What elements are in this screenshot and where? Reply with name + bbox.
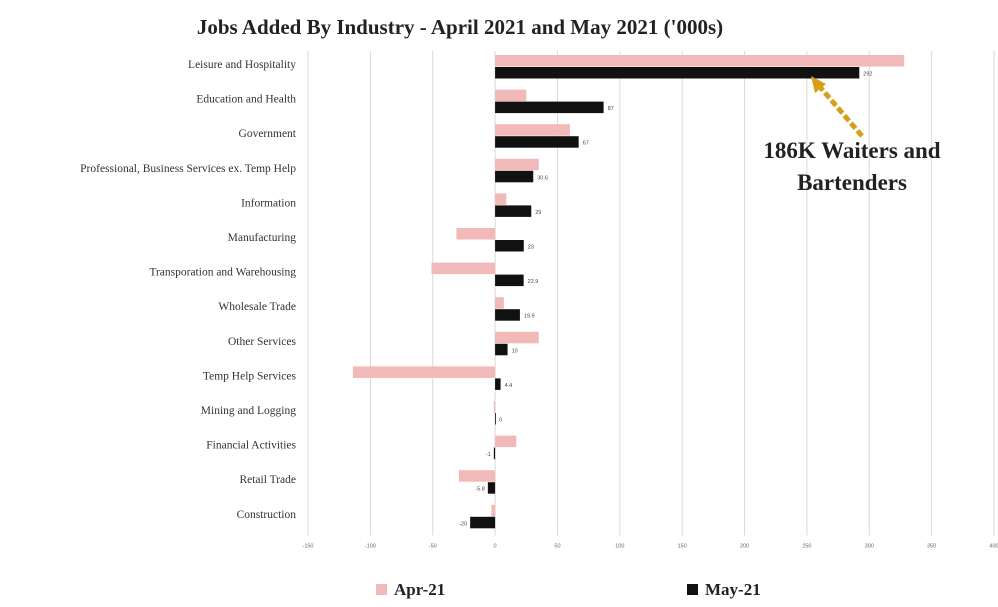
bar-apr-21 bbox=[495, 193, 507, 205]
category-label: Information bbox=[241, 197, 296, 209]
bar-apr-21 bbox=[352, 366, 496, 378]
data-label: 30.6 bbox=[537, 175, 548, 181]
x-tick-label: 100 bbox=[615, 543, 624, 549]
legend: Apr-21 May-21 bbox=[376, 580, 761, 599]
x-tick-label: 200 bbox=[740, 543, 749, 549]
legend-label-apr: Apr-21 bbox=[394, 580, 445, 599]
category-label: Other Services bbox=[228, 336, 297, 348]
bar-may-21 bbox=[487, 482, 496, 494]
bar-may-21 bbox=[495, 101, 604, 114]
category-label: Leisure and Hospitality bbox=[188, 59, 296, 71]
bar-may-21 bbox=[495, 170, 534, 183]
annotation-line-1: 186K Waiters and bbox=[763, 138, 940, 163]
chart-title: Jobs Added By Industry - April 2021 and … bbox=[197, 15, 723, 39]
category-label: Construction bbox=[237, 509, 297, 521]
x-tick-label: 0 bbox=[494, 543, 497, 549]
bar-apr-21 bbox=[458, 470, 496, 482]
data-label: 292 bbox=[863, 72, 872, 78]
bar-may-21 bbox=[495, 240, 524, 252]
bar-apr-21 bbox=[495, 55, 905, 67]
bar-may-21 bbox=[495, 378, 501, 390]
category-label: Government bbox=[239, 128, 297, 140]
data-label: 67 bbox=[583, 141, 589, 147]
annotation: 186K Waiters and Bartenders bbox=[763, 76, 941, 195]
data-labels: 292 87 67 30.6 29 23 22.9 19.9 10 4.4 0 -1 -5.8 -20 bbox=[459, 72, 872, 528]
legend-swatch-apr bbox=[376, 584, 387, 595]
data-label: 4.4 bbox=[505, 383, 513, 389]
bar-may-21 bbox=[495, 274, 524, 287]
data-label: 0 bbox=[499, 418, 502, 424]
bar-may-21 bbox=[470, 516, 496, 529]
category-labels: Leisure and Hospitality Education and Hea… bbox=[80, 59, 297, 521]
category-label: Retail Trade bbox=[239, 474, 296, 486]
bar-may-21 bbox=[495, 136, 579, 148]
data-label: 87 bbox=[608, 106, 614, 112]
x-tick-label: 150 bbox=[678, 543, 687, 549]
bar-apr-21 bbox=[495, 435, 517, 448]
category-label: Education and Health bbox=[196, 94, 296, 106]
bar-apr-21 bbox=[495, 124, 570, 136]
category-label: Professional, Business Services ex. Temp… bbox=[80, 163, 296, 175]
x-tick-label: -50 bbox=[429, 543, 437, 549]
bar-apr-21 bbox=[495, 331, 539, 344]
annotation-line-2: Bartenders bbox=[797, 170, 907, 195]
legend-swatch-may bbox=[687, 584, 698, 595]
legend-label-may: May-21 bbox=[705, 580, 761, 599]
annotation-arrow bbox=[818, 85, 864, 138]
bar-apr-21 bbox=[495, 297, 504, 309]
bar-apr-21 bbox=[495, 158, 539, 171]
x-tick-label: 250 bbox=[802, 543, 811, 549]
bar-may-21 bbox=[495, 205, 532, 217]
x-tick-label: 300 bbox=[865, 543, 874, 549]
x-tick-label: 400 bbox=[989, 543, 998, 549]
category-label: Transporation and Warehousing bbox=[149, 267, 296, 279]
data-label: -20 bbox=[459, 521, 467, 527]
bars bbox=[352, 55, 905, 529]
x-tick-label: -150 bbox=[302, 543, 313, 549]
data-label: -5.8 bbox=[475, 487, 484, 493]
data-label: 19.9 bbox=[524, 314, 535, 320]
x-tick-label: 350 bbox=[927, 543, 936, 549]
annotation-arrowhead bbox=[811, 76, 826, 93]
bar-apr-21 bbox=[431, 262, 496, 275]
category-label: Mining and Logging bbox=[201, 405, 296, 417]
data-label: 10 bbox=[512, 348, 518, 354]
tick-labels: -150 -100 -50 0 50 100 150 200 250 300 350 400 bbox=[302, 543, 998, 549]
category-label: Temp Help Services bbox=[203, 370, 297, 382]
x-tick-label: -100 bbox=[365, 543, 376, 549]
bar-apr-21 bbox=[493, 401, 496, 413]
grid-lines bbox=[307, 51, 995, 536]
category-label: Wholesale Trade bbox=[218, 301, 296, 313]
x-tick-label: 50 bbox=[554, 543, 560, 549]
data-label: 22.9 bbox=[528, 279, 539, 285]
bar-apr-21 bbox=[495, 89, 527, 102]
data-label: 23 bbox=[528, 245, 534, 251]
bar-apr-21 bbox=[456, 228, 496, 240]
data-label: -1 bbox=[486, 452, 491, 458]
bar-may-21 bbox=[493, 447, 496, 460]
bar-may-21 bbox=[495, 343, 508, 356]
category-label: Manufacturing bbox=[228, 232, 297, 244]
bar-may-21 bbox=[495, 309, 520, 321]
bar-may-21 bbox=[495, 413, 496, 425]
bar-may-21 bbox=[495, 67, 860, 79]
bar-apr-21 bbox=[491, 504, 496, 517]
category-label: Financial Activities bbox=[206, 440, 296, 452]
data-label: 29 bbox=[535, 210, 541, 216]
